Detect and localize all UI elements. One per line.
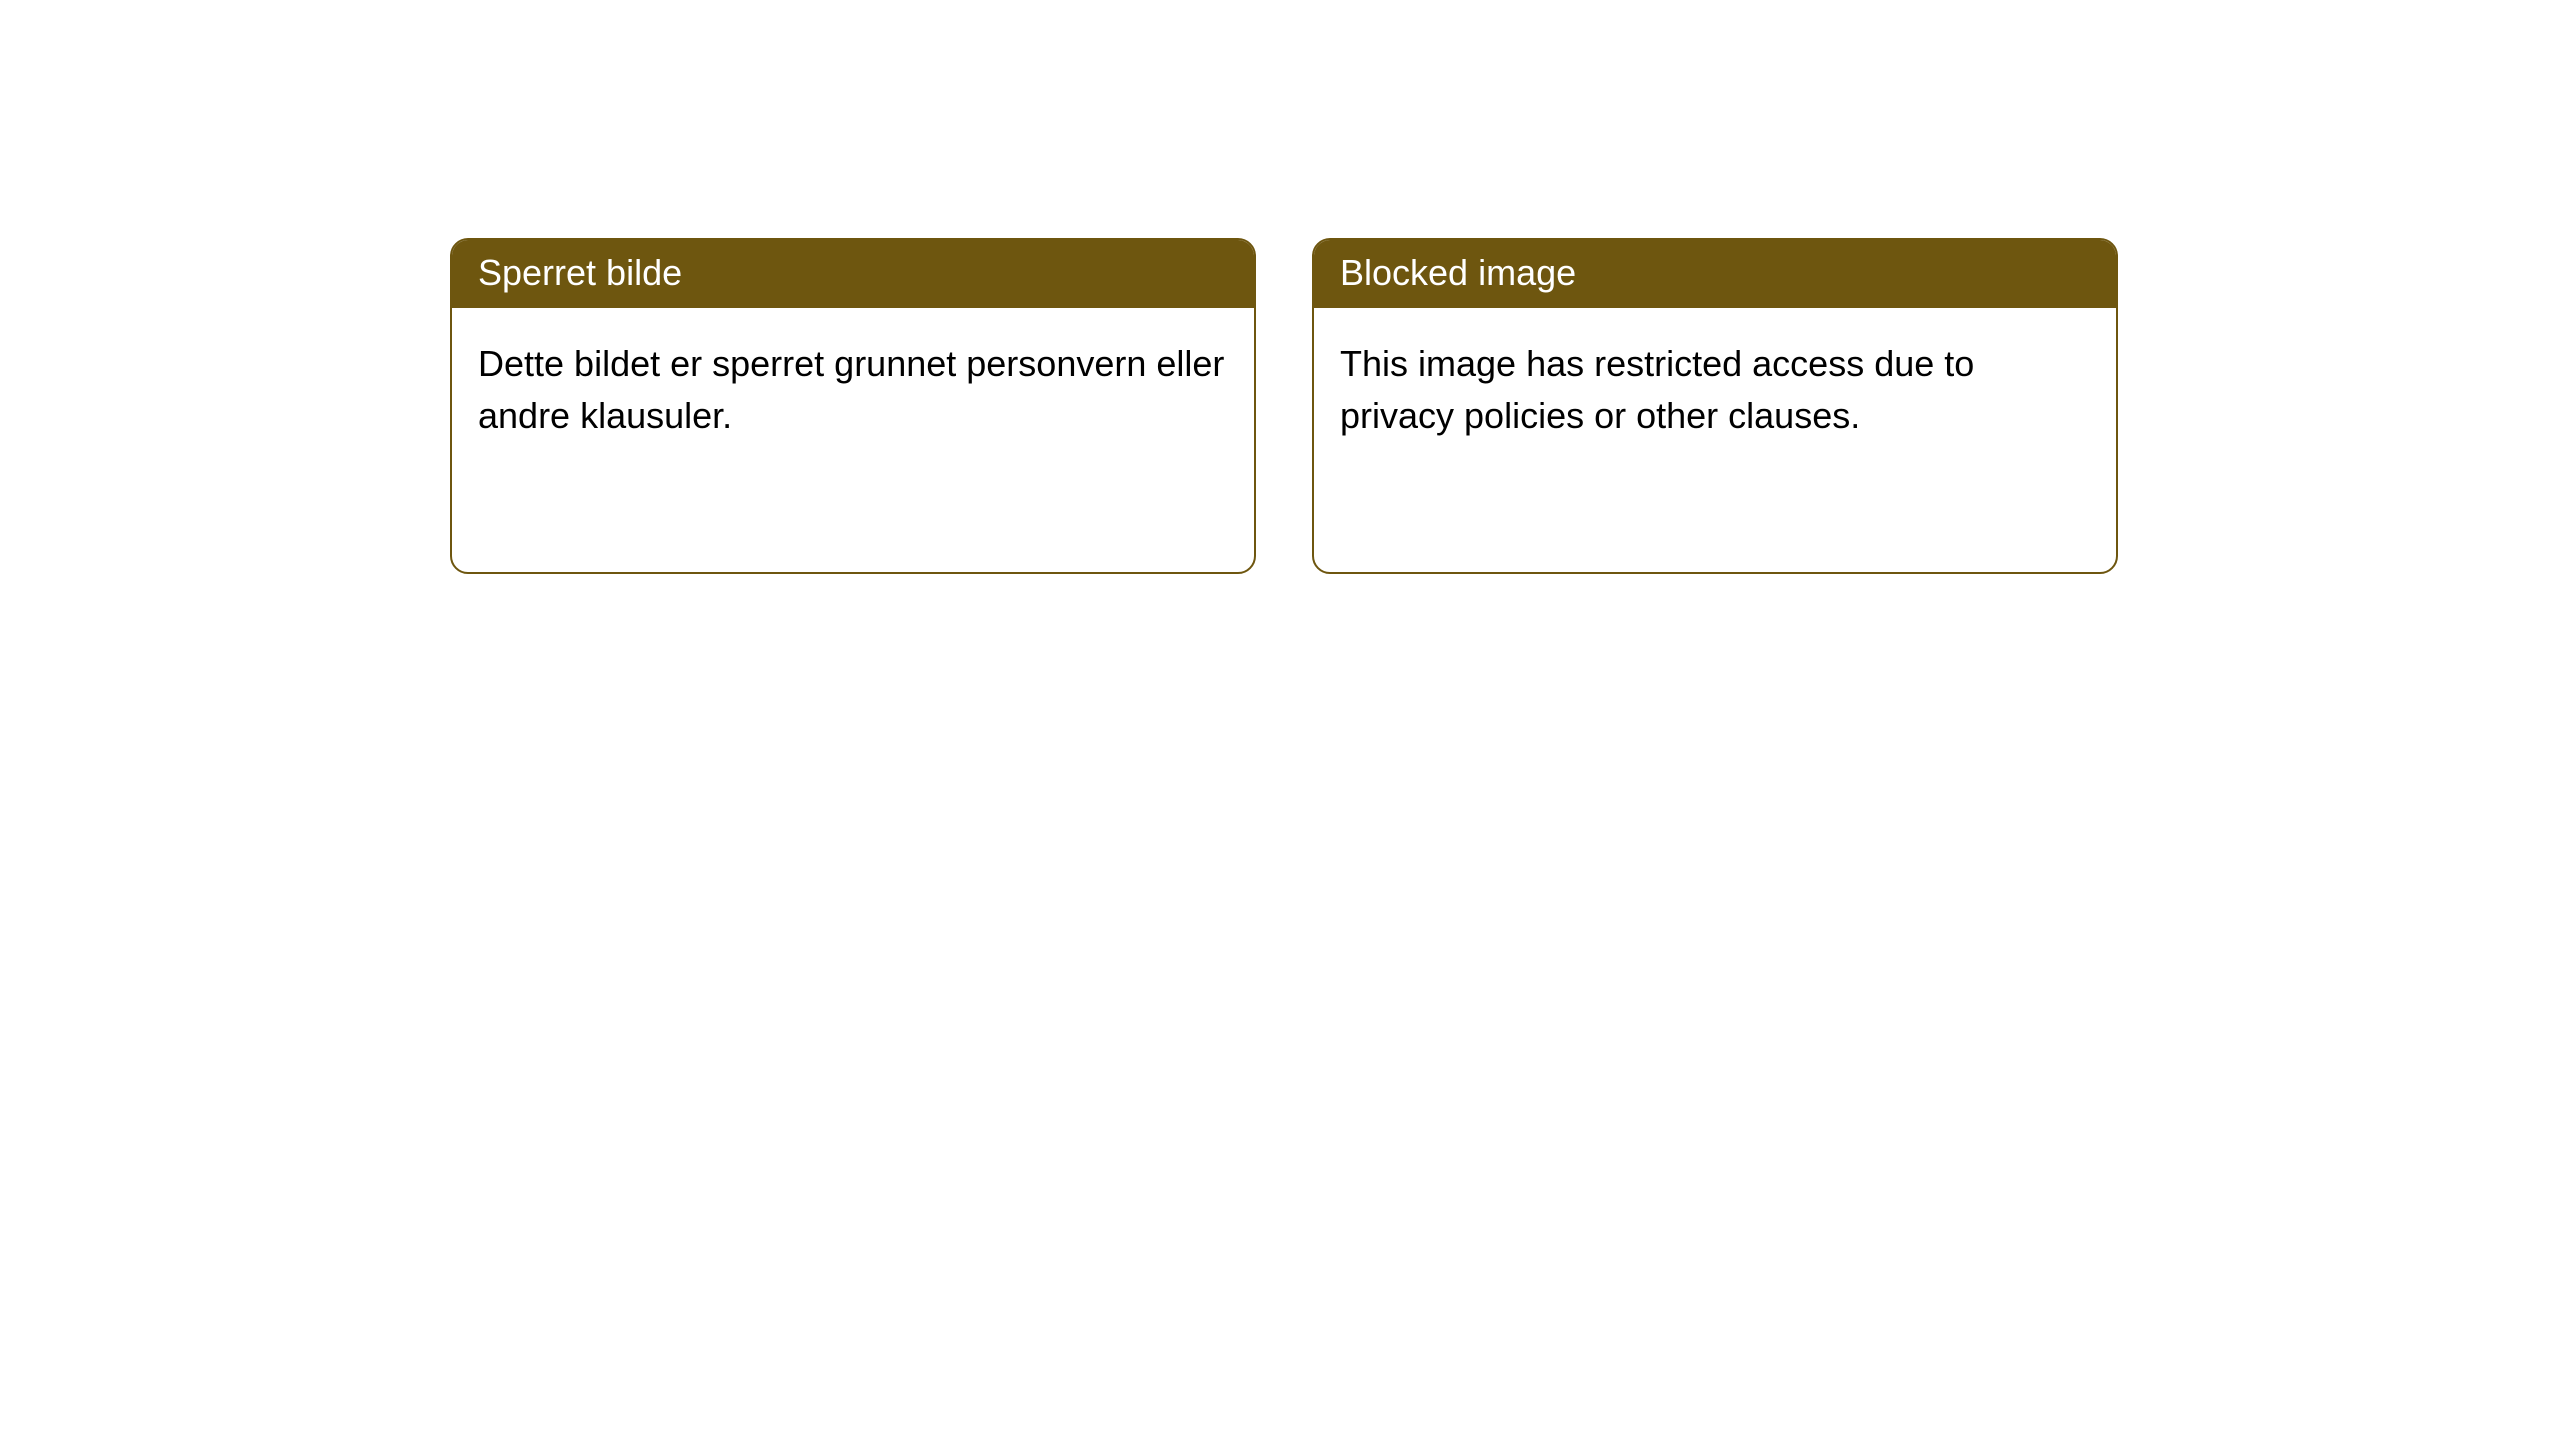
card-body: This image has restricted access due to …: [1314, 308, 2116, 468]
card-body: Dette bildet er sperret grunnet personve…: [452, 308, 1254, 468]
card-header: Sperret bilde: [452, 240, 1254, 308]
card-norwegian: Sperret bilde Dette bildet er sperret gr…: [450, 238, 1256, 574]
cards-container: Sperret bilde Dette bildet er sperret gr…: [0, 0, 2560, 574]
card-header: Blocked image: [1314, 240, 2116, 308]
card-english: Blocked image This image has restricted …: [1312, 238, 2118, 574]
